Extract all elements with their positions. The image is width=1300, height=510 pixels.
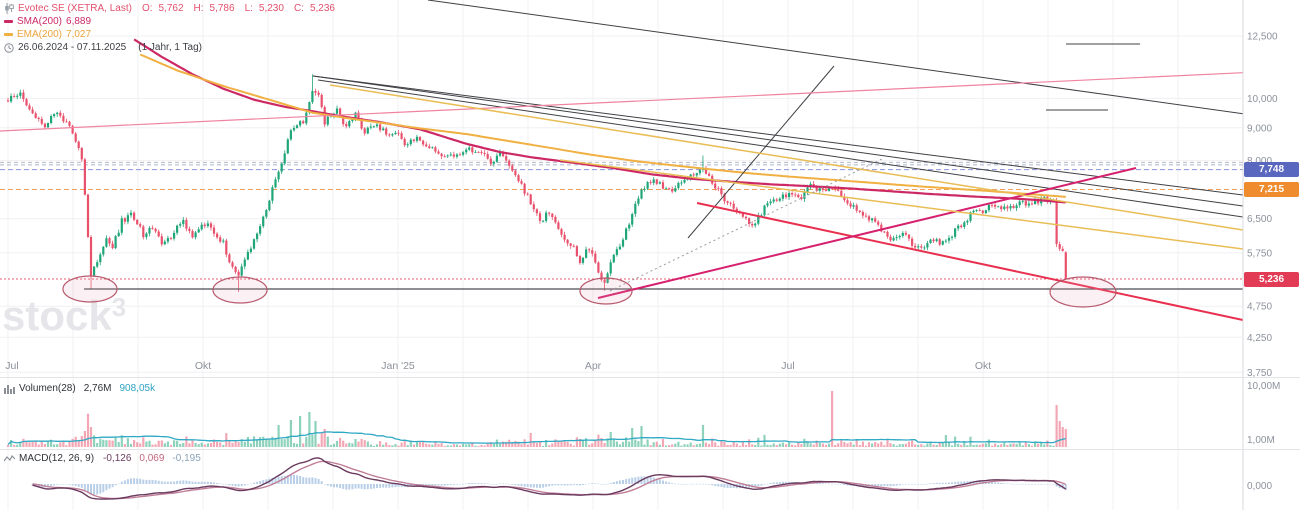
macd-axis-tick: 0,000 [1247,481,1272,492]
volume-indicator-label: Volumen(28) [19,383,76,394]
ema-swatch [4,33,13,36]
price-tick: 4,750 [1247,302,1272,313]
volume-axis-tick: 10,00M [1247,381,1280,392]
instrument-legend: Evotec SE (XETRA, Last) O: 5,762 H: 5,786 … [4,2,335,54]
macd-signal-value: 0,069 [139,453,165,464]
volume-panel[interactable] [6,391,1067,447]
open-label: O: [141,3,153,14]
sma-indicator-row[interactable]: SMA(200) 6,889 [4,15,335,28]
price-badge-7_215[interactable]: 7,215 [1244,182,1299,197]
time-tick: Jul [5,360,18,372]
time-axis[interactable]: Jul Okt Jan '25 Apr Jul Okt [5,360,991,372]
drawn-trendlines[interactable] [0,0,1300,321]
price-tick: 3,750 [1247,368,1272,379]
low-label: L: [244,3,253,14]
price-tick: 6,500 [1247,214,1272,225]
volume-bars-icon [4,384,15,394]
sma-line [133,38,1066,204]
clock-icon [4,42,14,53]
volume-value: 2,76M [83,383,112,394]
time-tick: Apr [585,360,602,372]
price-badge-5_236[interactable]: 5,236 [1244,272,1299,287]
price-tick: 5,750 [1247,248,1272,259]
ema-label: EMA(200) [17,29,63,40]
sma-value: 6,889 [66,16,92,27]
time-tick: Okt [195,360,211,372]
price-axis[interactable]: 12,500 10,000 9,000 8,000 6,500 5,750 4,750 4,2… [1247,32,1280,493]
volume-indicator-row[interactable]: Volumen(28) 2,76M 908,05k [4,382,155,395]
grid-lines [0,0,1243,510]
price-tick: 8,000 [1247,156,1272,167]
open-value: 5,762 [158,3,184,14]
macd-indicator-row[interactable]: MACD(12, 26, 9) -0,126 0,069 -0,195 [4,452,201,465]
macd-hist-value: -0,195 [172,453,201,464]
high-label: H: [193,3,204,14]
low-value: 5,230 [258,3,284,14]
macd-legend: MACD(12, 26, 9) -0,126 0,069 -0,195 [4,452,201,465]
ema-value: 7,027 [66,29,92,40]
date-range: 26.06.2024 - 07.11.2025 [18,42,127,53]
price-tick: 10,000 [1247,94,1278,105]
close-value: 5,236 [309,3,335,14]
high-value: 5,786 [209,3,235,14]
time-tick: Jan '25 [381,360,415,372]
price-badge-7_748[interactable]: 7,748 [1244,162,1299,177]
interval-label: (1 Jahr, 1 Tag) [138,42,202,53]
macd-wave-icon [4,454,15,464]
sma-label: SMA(200) [17,16,63,27]
macd-indicator-label: MACD(12, 26, 9) [19,453,95,464]
instrument-name: Evotec SE (XETRA, Last) [18,3,132,14]
ema-indicator-row[interactable]: EMA(200) 7,027 [4,28,335,41]
price-tick: 12,500 [1247,32,1278,43]
instrument-row[interactable]: Evotec SE (XETRA, Last) O: 5,762 H: 5,786 … [4,2,335,15]
price-tick: 9,000 [1247,123,1272,134]
date-range-row[interactable]: 26.06.2024 - 07.11.2025 (1 Jahr, 1 Tag) [4,41,335,54]
close-label: C: [293,3,304,14]
candlestick-icon [4,3,14,14]
ema-line [139,53,1066,198]
volume-axis-tick: 1,00M [1247,435,1275,446]
macd-panel[interactable] [31,457,1067,500]
macd-value: -0,126 [103,453,132,464]
price-tick: 4,250 [1247,333,1272,344]
time-tick: Okt [975,360,991,372]
sma-swatch [4,20,13,23]
volume-legend: Volumen(28) 2,76M 908,05k [4,382,155,395]
price-levels [0,161,1243,280]
volume-ma-value: 908,05k [119,383,156,394]
time-tick: Jul [781,360,794,372]
